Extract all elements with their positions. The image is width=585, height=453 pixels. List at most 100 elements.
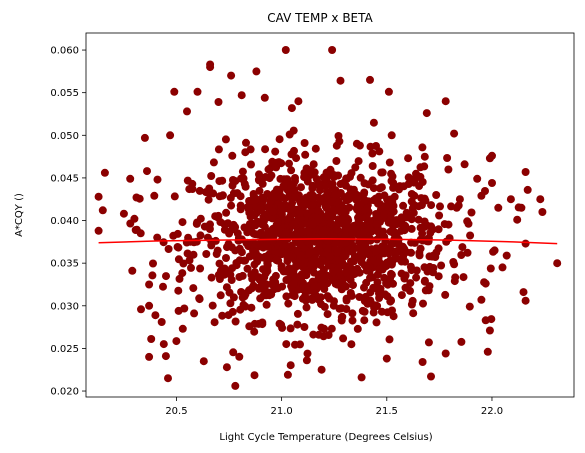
scatter-point-dense (246, 145, 255, 154)
scatter-point-dense (204, 195, 213, 204)
scatter-point (153, 175, 162, 184)
scatter-point-dense (284, 299, 293, 308)
scatter-point-dense (434, 225, 443, 234)
scatter-point-dense (268, 207, 277, 216)
scatter-point-dense (368, 162, 377, 170)
scatter-point (382, 354, 391, 363)
scatter-point-dense (301, 292, 310, 301)
scatter-point-dense (414, 172, 422, 181)
scatter-point-dense (262, 300, 271, 309)
scatter-point-dense (265, 174, 274, 183)
scatter-point-dense (226, 299, 235, 308)
scatter-point-dense (373, 220, 382, 228)
scatter-point (494, 203, 503, 212)
scatter-point-dense (375, 147, 384, 156)
scatter-point-dense (159, 282, 167, 291)
scatter-point-dense (302, 303, 311, 312)
scatter-point (488, 151, 496, 160)
scatter-point-dense (339, 334, 348, 343)
scatter-point (140, 133, 149, 142)
scatter-point-dense (227, 276, 236, 284)
scatter-point-dense (250, 327, 259, 336)
scatter-point-dense (409, 309, 418, 318)
scatter-point-dense (373, 278, 382, 287)
scatter-point-dense (421, 196, 430, 205)
scatter-point-dense (263, 264, 271, 272)
scatter-point-dense (216, 218, 225, 226)
y-tick-label: 0.050 (50, 131, 79, 142)
scatter-point-dense (373, 195, 382, 204)
scatter-point (336, 76, 345, 85)
scatter-point-dense (270, 193, 279, 202)
scatter-point-dense (258, 318, 267, 327)
scatter-point-dense (236, 205, 245, 214)
scatter-point-dense (319, 226, 328, 235)
scatter-point-dense (246, 197, 254, 205)
scatter-point-dense (387, 169, 396, 178)
scatter-point-dense (459, 273, 468, 282)
x-tick-label: 22.0 (481, 406, 503, 417)
scatter-point-dense (229, 293, 238, 302)
scatter-point-dense (443, 154, 452, 162)
scatter-point-dense (332, 157, 341, 165)
scatter-point-dense (347, 340, 356, 349)
scatter-point-dense (233, 229, 242, 238)
scatter-point-dense (395, 185, 403, 194)
scatter-point-dense (407, 300, 416, 309)
scatter-point (164, 374, 172, 383)
scatter-point-dense (383, 308, 392, 317)
scatter-point-dense (195, 294, 204, 303)
scatter-point (519, 288, 528, 297)
scatter-point-dense (387, 269, 395, 278)
scatter-point (145, 280, 154, 289)
scatter-point-dense (245, 322, 254, 331)
scatter-point-dense (162, 272, 170, 281)
scatter-point-dense (287, 252, 295, 261)
scatter-point-dense (261, 145, 270, 154)
scatter-point-dense (437, 261, 446, 270)
scatter-point-dense (363, 299, 372, 308)
scatter-point-dense (242, 138, 250, 147)
scatter-point-dense (387, 177, 396, 185)
scatter-point-dense (426, 228, 435, 237)
scatter-point-dense (308, 184, 317, 193)
scatter-point (418, 358, 427, 366)
scatter-point-dense (354, 157, 363, 166)
scatter-point-dense (369, 118, 378, 127)
scatter-point-dense (293, 320, 302, 329)
scatter-point (521, 296, 530, 305)
scatter-point (477, 295, 486, 304)
scatter-point-dense (223, 243, 231, 252)
scatter-point-dense (214, 145, 223, 154)
scatter-point-dense (486, 264, 495, 273)
scatter-point (498, 263, 507, 272)
scatter-point-dense (192, 237, 201, 246)
scatter-point-dense (287, 204, 296, 213)
scatter-point-dense (463, 248, 472, 257)
scatter-point-dense (300, 173, 309, 182)
scatter-point-dense (330, 297, 338, 306)
scatter-point-dense (376, 284, 385, 293)
scatter-point (136, 229, 145, 238)
scatter-point-dense (237, 248, 246, 257)
scatter-point (214, 98, 223, 106)
scatter-point-dense (436, 202, 444, 211)
scatter-point-dense (187, 263, 195, 272)
scatter-point-dense (334, 264, 343, 272)
fit-line (98, 238, 558, 245)
scatter-point (357, 373, 366, 382)
scatter-point-dense (342, 268, 351, 277)
scatter-point (477, 191, 486, 200)
scatter-point-dense (195, 186, 204, 195)
scatter-point-dense (254, 273, 263, 282)
scatter-point (222, 363, 231, 372)
scatter-point (506, 195, 515, 204)
scatter-point-dense (348, 316, 357, 325)
scatter-point (460, 160, 469, 169)
scatter-point (252, 67, 261, 76)
scatter-point-dense (178, 218, 187, 227)
scatter-point-dense (308, 220, 317, 229)
scatter-point (424, 338, 433, 347)
scatter-point-dense (289, 220, 298, 229)
scatter-point-dense (382, 279, 391, 288)
